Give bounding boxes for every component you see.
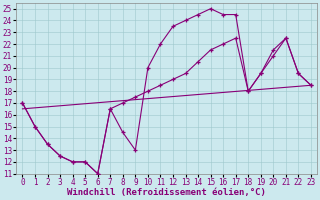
X-axis label: Windchill (Refroidissement éolien,°C): Windchill (Refroidissement éolien,°C) <box>67 188 266 197</box>
